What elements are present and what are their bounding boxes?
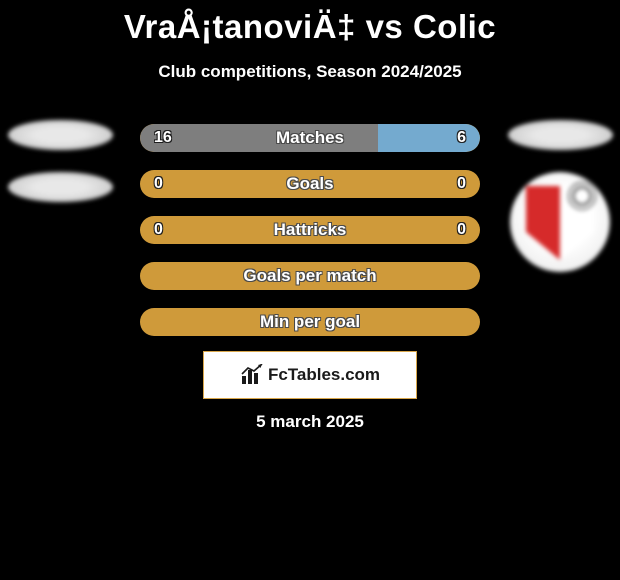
stat-value-left: 0 [154,175,163,193]
stat-label: Hattricks [140,220,480,240]
stat-bar: Min per goal [140,308,480,336]
subtitle: Club competitions, Season 2024/2025 [0,62,620,82]
stat-bar: 16Matches6 [140,124,480,152]
player-left-badges [0,120,120,202]
stat-bar: Goals per match [140,262,480,290]
stat-value-left: 16 [154,129,172,147]
chart-icon [240,364,264,386]
player-left-blob-1 [8,120,113,150]
stat-value-right: 0 [457,221,466,239]
stat-value-right: 6 [457,129,466,147]
player-left-blob-2 [8,172,113,202]
logo-text: FcTables.com [268,365,380,385]
date-label: 5 march 2025 [0,412,620,432]
page-title: VraÅ¡tanoviÄ‡ vs Colic [0,0,620,46]
stat-value-right: 0 [457,175,466,193]
stat-label: Goals per match [140,266,480,286]
stat-bar: 0Hattricks0 [140,216,480,244]
stat-value-left: 0 [154,221,163,239]
stat-bar: 0Goals0 [140,170,480,198]
player-right-badges [500,120,620,272]
club-badge-javor [510,172,610,272]
comparison-bars: 16Matches60Goals00Hattricks0Goals per ma… [140,124,480,336]
stat-bar-left-fill [140,124,378,152]
stat-label: Min per goal [140,312,480,332]
stat-label: Goals [140,174,480,194]
fctables-logo: FcTables.com [203,351,417,399]
player-right-blob [508,120,613,150]
